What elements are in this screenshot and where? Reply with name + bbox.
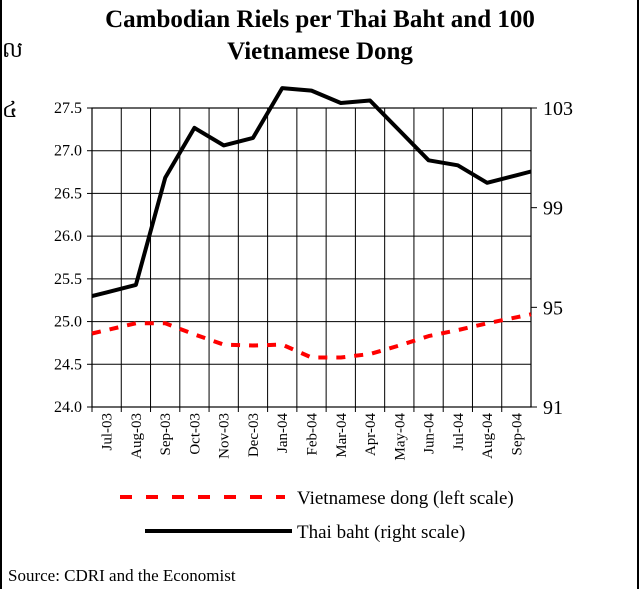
x-tick-label: Oct-03 [187, 413, 203, 455]
source-note: Source: CDRI and the Economist [8, 566, 236, 585]
x-tick-label: Aug-04 [480, 413, 496, 459]
plot-border [91, 107, 532, 408]
x-tick-label: Dec-03 [246, 413, 262, 457]
chart-title: Cambodian Riels per Thai Baht and 100 Vi… [105, 6, 535, 65]
left-tick-label: 27.0 [54, 143, 82, 160]
cropped-edge-text-1: ល [2, 37, 23, 62]
x-tick-label: Mar-04 [334, 413, 350, 458]
right-tick-label: 99 [543, 198, 563, 220]
x-tick-label: May-04 [392, 413, 408, 461]
x-tick-label: Jul-04 [451, 413, 467, 451]
x-tick-label: Jan-04 [275, 413, 291, 453]
left-tick-label: 26.5 [54, 185, 82, 202]
right-tick-label: 103 [543, 98, 573, 120]
x-tick-label: Nov-03 [217, 413, 233, 459]
cropped-edge-text-2: ៤ [2, 97, 18, 122]
left-tick-label: 25.0 [54, 314, 82, 331]
left-tick-label: 24.5 [54, 356, 82, 373]
legend-label: Thai baht (right scale) [297, 522, 465, 543]
left-tick-label: 24.0 [54, 399, 82, 416]
legend-label: Vietnamese dong (left scale) [297, 488, 514, 509]
x-tick-label: Aug-03 [129, 413, 145, 459]
series-line-thai-baht [91, 86, 532, 299]
left-tick-label: 26.0 [54, 228, 82, 245]
plot-area [92, 108, 531, 407]
left-tick-label: 25.5 [54, 271, 82, 288]
x-tick-label: Apr-04 [363, 413, 379, 457]
x-tick-label: Sep-04 [509, 413, 525, 456]
x-tick-label: Feb-04 [305, 413, 321, 456]
x-tick-label: Jun-04 [422, 413, 438, 454]
left-tick-label: 27.5 [54, 100, 82, 117]
x-tick-label: Sep-03 [158, 413, 174, 456]
right-tick-label: 91 [543, 397, 563, 419]
series-line-vietnamese-dong [91, 312, 532, 360]
right-tick-label: 95 [543, 297, 563, 319]
x-tick-label: Jul-03 [100, 413, 116, 451]
